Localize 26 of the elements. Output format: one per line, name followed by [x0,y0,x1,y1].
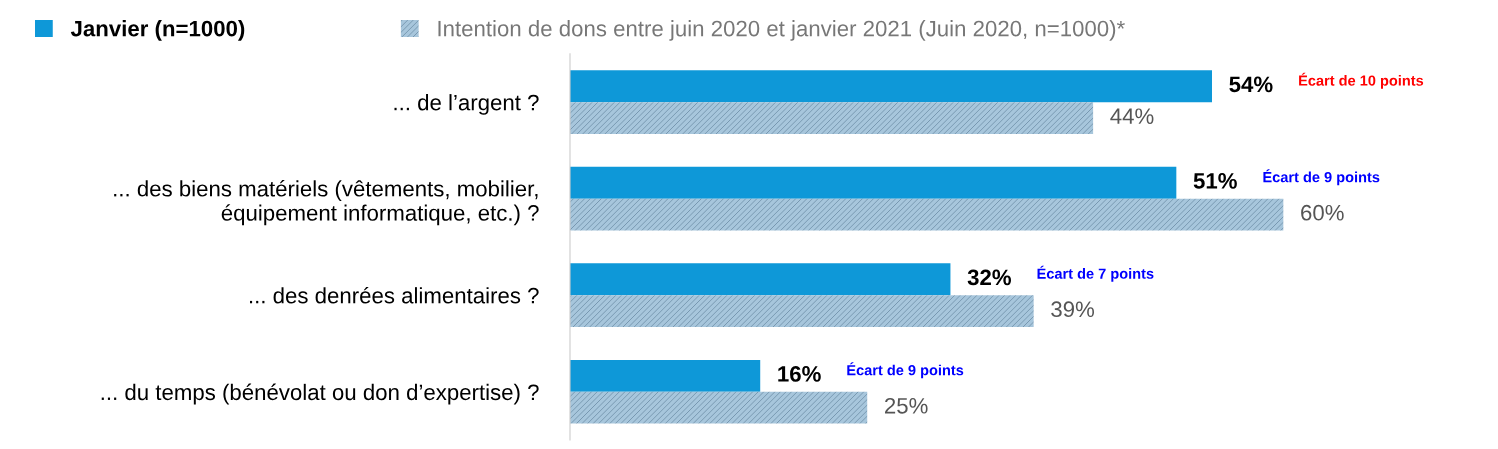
bar [570,295,1034,328]
y-tick-label: ... des biens matériels (vêtements, mobilier, équipement informatique, etc.) ? [114,180,539,226]
bar [570,102,1094,134]
data-label: 54% [1229,76,1273,93]
y-tick-label: ... du temps (bénévolat ou don d’expertise) ? [101,383,539,405]
annotation: Écart de 9 points [847,362,964,379]
data-label: 32% [967,269,1011,286]
y-tick-label: ... de l’argent ? [394,94,539,115]
bar [570,359,761,392]
bar [570,263,951,296]
bar [570,166,1177,199]
text: Écart de 10 points [1299,72,1424,89]
data-label: 60% [1301,204,1344,221]
bar [570,198,1284,231]
y-tick-label: ... des denrées alimentaires ? [249,286,539,304]
annotation: Écart de 7 points [1037,265,1154,282]
data-label: 25% [885,397,928,414]
annotation: Écart de 9 points [1263,169,1380,186]
data-label: 16% [778,366,821,382]
data-label: 39% [1051,301,1095,318]
legend-label: Intention de dons entre juin 2020 et janvier 2021 (Juin 2020, n=1000)* [438,20,1125,41]
bar [570,70,1212,103]
legend-label: Janvier (n=1000) [70,20,245,41]
data-label: 51% [1193,173,1237,189]
bar [570,391,868,424]
data-label: 44% [1110,108,1154,124]
